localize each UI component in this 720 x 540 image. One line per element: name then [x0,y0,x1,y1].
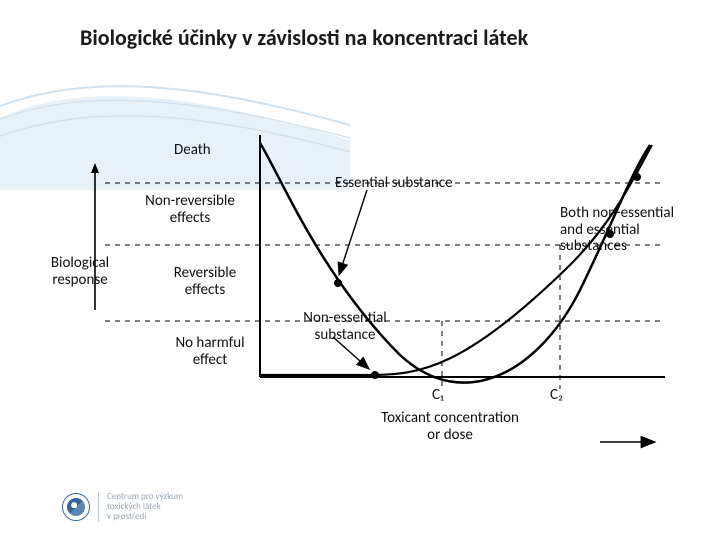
marker-essential [334,279,342,287]
footer-branding: Centrum pro výzkum toxických látek v pro… [62,492,183,522]
marker-both-2 [633,173,641,181]
y-arrow-dot [93,168,97,172]
globe-icon [62,493,90,521]
label-both-substances: Both non-essentialand essentialsubstance… [560,205,710,255]
label-biological-response: Biologicalresponse [40,255,120,288]
footer-line: v prostředí [107,512,183,522]
label-c1: C₁ [432,387,444,404]
marker-nonessential [371,371,379,379]
label-nonreversible: Non-reversibleeffects [130,193,250,226]
label-c2: C₂ [550,387,563,404]
label-xaxis: Toxicant concentrationor dose [350,410,550,443]
label-noharmful: No harmfuleffect [160,335,260,368]
label-reversible: Reversibleeffects [160,265,250,298]
label-death: Death [174,142,211,159]
label-essential-substance: Essential substance [335,175,453,192]
footer-text: Centrum pro výzkum toxických látek v pro… [98,492,183,522]
dose-response-chart: Death Non-reversibleeffects Reversibleef… [70,115,670,445]
curve-essential [260,143,650,383]
page-title: Biologické účinky v závislosti na koncen… [80,24,680,51]
leader-essential [339,190,367,275]
label-nonessential-substance: Non-essentialsubstance [290,310,400,343]
